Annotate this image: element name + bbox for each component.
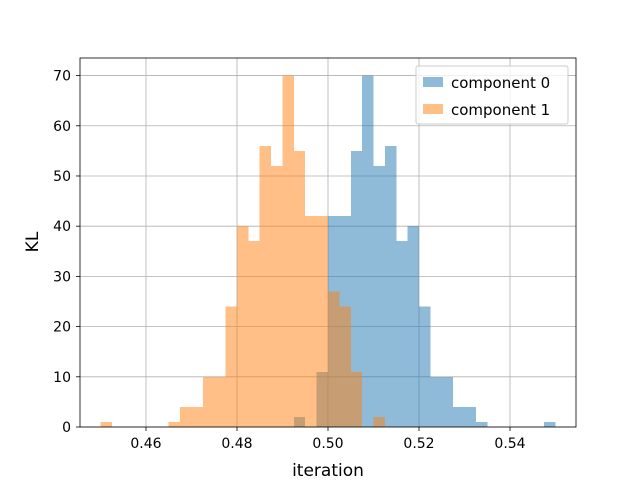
- histogram-bar: [430, 376, 442, 427]
- histogram-bar: [259, 145, 272, 427]
- histogram-bar: [396, 241, 408, 427]
- legend-swatch: [423, 104, 443, 114]
- histogram-bar: [305, 216, 317, 427]
- x-axis-ticks: 0.46 0.48 0.50 0.52 0.54: [130, 427, 526, 452]
- histogram-bar: [191, 406, 203, 427]
- legend-label: component 0: [451, 74, 550, 92]
- histogram-bar: [316, 216, 328, 427]
- histogram-bars: [100, 75, 556, 428]
- legend-label: component 1: [451, 101, 550, 119]
- y-axis-ticks: 0 10 20 30 40 50 60 70: [53, 69, 80, 436]
- y-tick-label: 50: [53, 169, 71, 185]
- x-tick-label: 0.54: [494, 436, 525, 452]
- histogram-bar: [407, 226, 420, 427]
- histogram-bar: [168, 421, 181, 427]
- y-tick-label: 10: [53, 370, 71, 386]
- y-axis-label: KL: [23, 231, 43, 252]
- x-tick-label: 0.48: [221, 436, 252, 452]
- histogram-bar: [236, 226, 249, 427]
- histogram-bar: [373, 165, 385, 427]
- histogram-bar: [225, 306, 237, 427]
- histogram-bar: [214, 376, 226, 427]
- histogram-bar: [248, 241, 260, 427]
- histogram-bar: [293, 150, 306, 427]
- histogram-bar: [350, 150, 363, 427]
- y-tick-label: 20: [53, 320, 71, 336]
- histogram-bar: [544, 421, 556, 427]
- y-tick-label: 70: [53, 69, 71, 85]
- legend: component 0 component 1: [415, 65, 569, 125]
- histogram-bar: [180, 406, 192, 427]
- x-axis-label: iteration: [292, 461, 364, 480]
- histogram-bar: [282, 75, 294, 428]
- histogram-bar: [464, 406, 476, 427]
- legend-swatch: [423, 77, 443, 87]
- histogram-bar: [384, 145, 397, 427]
- histogram-bar: [350, 371, 363, 427]
- x-tick-label: 0.52: [403, 436, 434, 452]
- histogram-bar: [373, 416, 385, 427]
- histogram-bar: [328, 291, 340, 427]
- y-tick-label: 0: [62, 420, 71, 436]
- histogram-bar: [362, 75, 374, 428]
- x-tick-label: 0.46: [130, 436, 161, 452]
- y-tick-label: 30: [53, 269, 71, 285]
- histogram-bar: [202, 376, 215, 427]
- histogram-bar: [419, 306, 431, 427]
- histogram-bar: [475, 421, 488, 427]
- y-tick-label: 40: [53, 219, 71, 235]
- y-tick-label: 60: [53, 119, 71, 135]
- histogram-bar: [271, 165, 283, 427]
- legend-box: [415, 65, 569, 125]
- series-1-bars: [100, 75, 385, 428]
- histogram-bar: [453, 406, 465, 427]
- histogram-bar: [339, 306, 351, 427]
- histogram-bar: [441, 376, 454, 427]
- histogram-bar: [100, 421, 112, 427]
- x-tick-label: 0.50: [312, 436, 343, 452]
